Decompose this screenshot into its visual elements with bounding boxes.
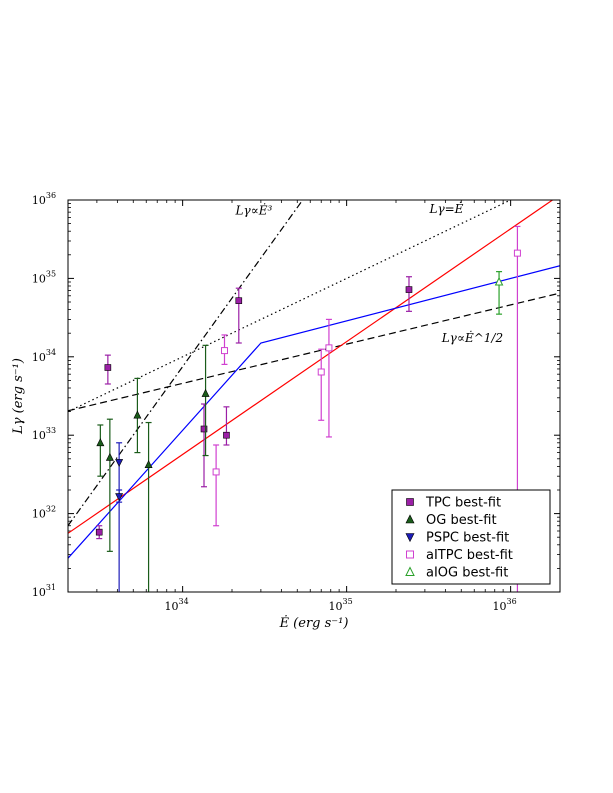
y-tick-label: 1035 [32,269,56,285]
y-tick-label: 1034 [32,348,56,364]
series-tpc-best-fit-point [405,286,413,293]
x-tick-label: 1034 [165,597,189,613]
series-aiog-best-fit-point [494,276,504,286]
line-annotations: Lγ∝Ė³ Lγ=Ė Lγ∝Ė^1/2 [234,201,503,345]
y-tick-label: 1033 [32,426,56,442]
annotation-edot-linear: Lγ=Ė [428,201,463,216]
y-axis-label: Lγ (erg s⁻¹) [11,358,26,435]
x-tick-label: 1035 [329,597,353,613]
legend-marker [405,566,415,576]
series-tpc-best-fit-point [104,364,112,371]
legend-marker [405,533,415,543]
series-og-best-fit-point [144,460,153,469]
y-tick-label: 1036 [32,191,56,207]
plot-frame [67,199,561,593]
axis-ticks: 1034 1035 1036 1031 1032 1033 1034 1035 1036 [32,191,560,613]
series-pspc-best-fit-point [115,459,124,468]
series-aitpc-best-fit-point [220,347,228,355]
y-tick-label: 1032 [32,505,56,521]
legend-marker [406,498,414,506]
series-aitpc-best-fit-point [212,468,220,476]
legend-label: OG best-fit [426,513,497,528]
series-tpc-best-fit-point [223,431,230,439]
legend-marker [406,550,414,559]
series-og-best-fit-point [201,388,210,397]
series-aitpc-best-fit-point [513,249,521,257]
legend-box [391,489,551,585]
legend-label: aIOG best-fit [426,566,508,581]
data-points [95,225,521,592]
legend-marker [405,514,415,524]
annotation-edot-half: Lγ∝Ė^1/2 [441,330,503,345]
annotation-edot-cubed: Lγ∝Ė³ [234,203,272,218]
line-edot-cubed [68,200,304,527]
line-edot-linear [68,200,511,413]
x-tick-label: 1036 [493,597,517,613]
series-og-best-fit-point [96,438,105,447]
legend-label: TPC best-fit [425,496,501,511]
series-og-best-fit-point [133,410,142,419]
line-red-fit [68,200,553,534]
legend: TPC best-fit OG best-fit PSPC best-fit aITP… [391,489,551,585]
x-axis-label: Ė (erg s⁻¹) [279,614,349,631]
legend-label: aITPC best-fit [426,548,513,563]
series-tpc-best-fit-point [235,297,243,304]
y-tick-label: 1031 [32,583,56,599]
line-edot-half [68,292,560,412]
series-aitpc-best-fit-point [325,344,333,352]
series-aitpc-best-fit-point [317,368,325,376]
series-tpc-best-fit-point [95,528,103,536]
series-og-best-fit-point [105,452,114,461]
line-blue-fit [68,265,560,559]
series-tpc-best-fit-point [200,425,208,433]
legend-label: PSPC best-fit [426,531,509,546]
series-pspc-best-fit-point [115,493,124,502]
